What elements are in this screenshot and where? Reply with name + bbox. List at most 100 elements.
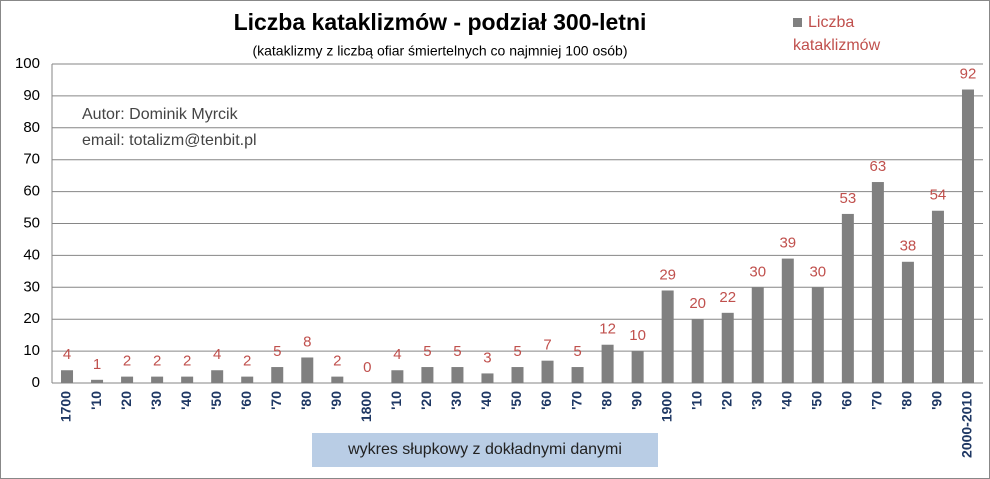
data-label: 20 xyxy=(689,295,706,312)
data-label: 5 xyxy=(513,343,521,360)
x-tick-label: '80 xyxy=(598,391,614,410)
y-tick-label: 50 xyxy=(23,214,40,231)
bar xyxy=(601,344,614,383)
bar xyxy=(421,367,434,383)
x-tick-label: '30 xyxy=(748,391,764,410)
annotation: email: totalizm@tenbit.pl xyxy=(82,132,257,149)
y-tick-label: 80 xyxy=(23,119,40,136)
data-label: 0 xyxy=(363,359,371,376)
data-label: 38 xyxy=(900,238,917,255)
x-tick-label: '50 xyxy=(809,391,825,410)
data-label: 10 xyxy=(629,327,646,344)
x-tick-label: 1800 xyxy=(358,391,374,422)
x-tick-label: '40 xyxy=(178,391,194,410)
bar xyxy=(61,370,74,383)
chart-subtitle: (kataklizmy z liczbą ofiar śmiertelnych … xyxy=(252,43,627,59)
legend-label: Liczba kataklizmów xyxy=(793,14,881,54)
y-tick-label: 60 xyxy=(23,183,40,200)
x-tick-label: '70 xyxy=(568,391,584,410)
x-tick-label: '50 xyxy=(508,391,524,410)
bar xyxy=(511,367,524,383)
data-label: 54 xyxy=(930,187,947,204)
data-label: 5 xyxy=(573,343,581,360)
bar xyxy=(391,370,404,383)
data-label: 8 xyxy=(303,333,311,350)
bar xyxy=(301,357,314,383)
data-label: 2 xyxy=(333,353,341,370)
bar xyxy=(691,319,704,383)
x-tick-label: '40 xyxy=(778,391,794,410)
legend: Liczba kataklizmów xyxy=(793,11,913,57)
data-label: 4 xyxy=(213,346,221,363)
data-label: 4 xyxy=(63,346,71,363)
bar xyxy=(151,376,164,383)
x-tick-label: '20 xyxy=(418,391,434,410)
x-tick-label: '60 xyxy=(538,391,554,410)
y-tick-label: 40 xyxy=(23,246,40,263)
bar xyxy=(241,376,254,383)
data-label: 2 xyxy=(243,353,251,370)
bar xyxy=(571,367,584,383)
x-tick-label: '90 xyxy=(328,391,344,410)
x-tick-label: 2000-2010 xyxy=(959,391,975,458)
data-label: 4 xyxy=(393,346,401,363)
y-tick-label: 30 xyxy=(23,278,40,295)
bar xyxy=(721,312,734,383)
x-tick-label: '20 xyxy=(118,391,134,410)
data-label: 2 xyxy=(123,353,131,370)
data-label: 39 xyxy=(779,235,796,252)
bar xyxy=(781,258,794,383)
bar xyxy=(211,370,224,383)
x-tick-label: '10 xyxy=(688,391,704,410)
y-tick-label: 70 xyxy=(23,151,40,168)
data-label: 5 xyxy=(273,343,281,360)
x-tick-label: 1900 xyxy=(658,391,674,422)
y-tick-label: 100 xyxy=(15,55,40,72)
bar xyxy=(331,376,344,383)
data-label: 3 xyxy=(483,349,491,366)
x-tick-label: '90 xyxy=(628,391,644,410)
bar xyxy=(481,373,494,383)
bar xyxy=(871,182,884,383)
chart-title: Liczba kataklizmów - podział 300-letni xyxy=(234,9,647,35)
x-tick-label: '20 xyxy=(718,391,734,410)
bar xyxy=(811,287,824,383)
data-label: 12 xyxy=(599,321,616,338)
bar xyxy=(121,376,134,383)
data-label: 2 xyxy=(183,353,191,370)
data-label: 5 xyxy=(423,343,431,360)
x-tick-label: '80 xyxy=(298,391,314,410)
x-tick-label: '30 xyxy=(148,391,164,410)
bar xyxy=(451,367,464,383)
x-tick-label: '80 xyxy=(899,391,915,410)
data-label: 30 xyxy=(749,263,766,280)
annotation: Autor: Dominik Myrcik xyxy=(82,106,239,123)
data-label: 7 xyxy=(543,337,551,354)
x-tick-label: '10 xyxy=(88,391,104,410)
data-label: 53 xyxy=(840,190,857,207)
bar xyxy=(841,213,854,383)
x-tick-label: '30 xyxy=(448,391,464,410)
bar xyxy=(751,287,764,383)
bar xyxy=(91,379,104,383)
x-tick-label: '70 xyxy=(869,391,885,410)
bar xyxy=(541,360,554,383)
data-label: 5 xyxy=(453,343,461,360)
data-label: 63 xyxy=(870,158,887,175)
x-tick-label: '60 xyxy=(839,391,855,410)
bar xyxy=(631,351,644,383)
note-box: wykres słupkowy z dokładnymi danymi xyxy=(312,433,658,467)
data-label: 30 xyxy=(809,263,826,280)
x-tick-label: '90 xyxy=(929,391,945,410)
data-label: 92 xyxy=(960,65,977,82)
bar xyxy=(271,367,284,383)
x-tick-label: '10 xyxy=(388,391,404,410)
data-label: 2 xyxy=(153,353,161,370)
y-tick-label: 90 xyxy=(23,87,40,104)
y-tick-label: 10 xyxy=(23,342,40,359)
bar xyxy=(961,89,974,384)
x-tick-label: '50 xyxy=(208,391,224,410)
bar xyxy=(181,376,194,383)
